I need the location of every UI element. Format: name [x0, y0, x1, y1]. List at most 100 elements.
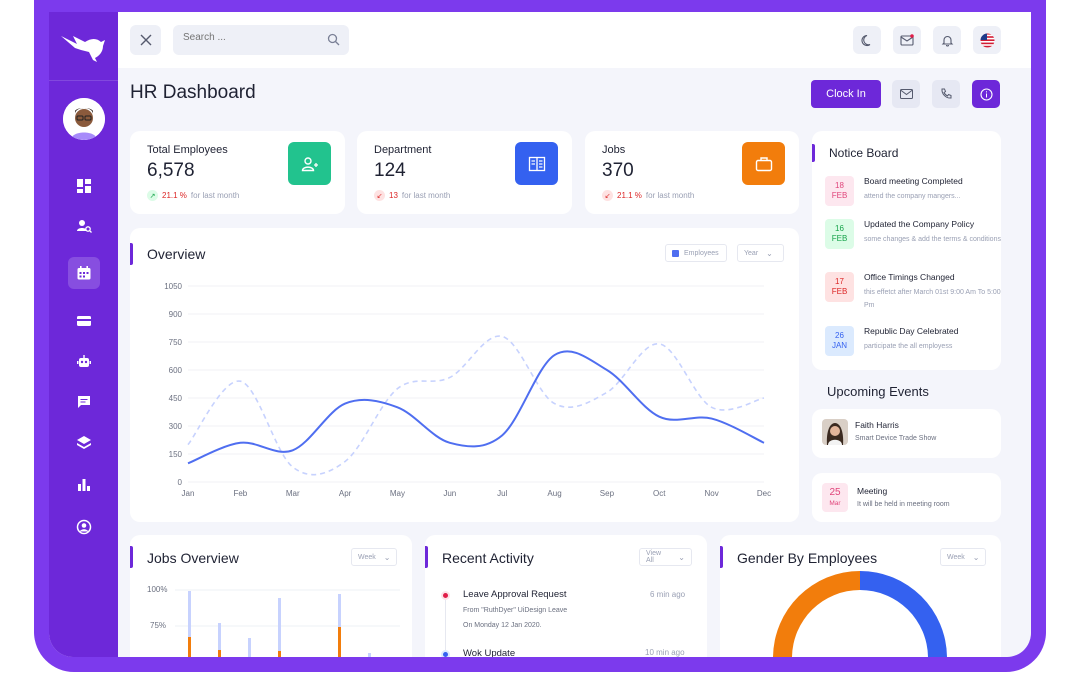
sidebar-item-layers[interactable]: [68, 427, 100, 459]
card-accent: [425, 546, 428, 568]
users-icon: [301, 156, 318, 171]
x-tick-label: Aug: [547, 489, 561, 498]
gender-donut-chart: [773, 571, 947, 657]
close-icon: [140, 34, 151, 46]
y-tick-label: 0: [178, 478, 183, 487]
bar: [368, 653, 371, 657]
arrow-up-right-icon: ↗: [147, 190, 158, 201]
stat-label: Department: [374, 144, 432, 156]
notice-title: Republic Day Celebrated: [864, 326, 959, 336]
building-icon: [528, 156, 545, 171]
x-tick-label: Sep: [600, 489, 615, 498]
notice-date: 17 FEB: [825, 272, 854, 302]
sidebar-item-payments[interactable]: [68, 305, 100, 337]
year-select[interactable]: Year ⌄: [737, 244, 784, 262]
event-card[interactable]: 25 Mar Meeting It will be held in meeting…: [812, 473, 1001, 522]
stat-card-total-employees: Total Employees 6,578 ↗ 21.1 % for last …: [130, 131, 345, 214]
notice-date: 16 FEB: [825, 219, 854, 249]
chevron-down-icon: ⌄: [766, 248, 773, 258]
clock-in-button[interactable]: Clock In: [811, 80, 881, 108]
stat-change-text: for last month: [190, 191, 240, 200]
x-tick-label: Jun: [443, 489, 456, 498]
bar: [278, 598, 281, 657]
card-accent: [130, 243, 133, 265]
y-tick-label: 300: [169, 422, 183, 431]
search-icon[interactable]: [327, 33, 340, 46]
sidebar-item-dashboard[interactable]: [68, 170, 100, 202]
event-date: 25 Mar: [822, 483, 848, 512]
stat-change: ↙ 13 for last month: [374, 190, 450, 201]
language-button[interactable]: [973, 26, 1001, 54]
header-call-button[interactable]: [932, 80, 960, 108]
x-tick-label: Apr: [339, 489, 352, 498]
card-accent: [720, 546, 723, 568]
y-tick-label: 750: [169, 338, 183, 347]
y-tick-label: 450: [169, 394, 183, 403]
jobs-overview-title: Jobs Overview: [147, 550, 239, 566]
pegasus-logo-icon: [61, 36, 105, 62]
header-mail-button[interactable]: [892, 80, 920, 108]
gender-title: Gender By Employees: [737, 550, 878, 566]
search-input[interactable]: [183, 32, 313, 43]
arrow-down-left-icon: ↙: [374, 190, 385, 201]
x-tick-label: Jan: [182, 489, 195, 498]
jobs-period-select[interactable]: Week ⌄: [351, 548, 397, 566]
close-sidebar-button[interactable]: [130, 25, 161, 55]
legend-employees[interactable]: Employees: [665, 244, 727, 262]
y-tick-label: 600: [169, 366, 183, 375]
screen: HR Dashboard Clock In Total Employees 6,…: [49, 12, 1031, 657]
notice-title: Office Timings Changed: [864, 272, 955, 282]
stat-icon-box: [515, 142, 558, 185]
top-bar: [118, 12, 1031, 68]
activity-desc: On Monday 12 Jan 2020.: [463, 622, 542, 629]
layers-icon: [77, 436, 91, 449]
notifications-button[interactable]: [933, 26, 961, 54]
x-tick-label: Oct: [653, 489, 666, 498]
bar: [338, 594, 341, 657]
bar: [218, 623, 221, 657]
stat-change: ↗ 21.1 % for last month: [147, 190, 239, 201]
card-accent: [130, 546, 133, 568]
stat-change-value: 21.1 %: [617, 191, 642, 200]
chevron-down-icon: ⌄: [972, 552, 980, 562]
mail-icon: [899, 89, 913, 99]
user-avatar[interactable]: [63, 98, 105, 140]
activity-title[interactable]: Leave Approval Request: [463, 589, 567, 600]
chevron-down-icon: ⌄: [678, 552, 685, 562]
gender-card: Gender By Employees Week ⌄: [720, 535, 1001, 657]
x-tick-label: Feb: [233, 489, 247, 498]
chevron-down-icon: ⌄: [383, 552, 391, 562]
us-flag-icon: [980, 33, 994, 47]
upcoming-events-title: Upcoming Events: [827, 384, 929, 399]
sidebar-item-messages[interactable]: [68, 386, 100, 418]
event-card[interactable]: Faith Harris Smart Device Trade Show: [812, 409, 1001, 458]
activity-title[interactable]: Wok Update: [463, 648, 516, 657]
x-tick-label: May: [390, 489, 405, 498]
event-avatar: [822, 419, 848, 445]
recent-activity-title: Recent Activity: [442, 550, 534, 566]
briefcase-icon: [755, 156, 772, 171]
sidebar-item-bot[interactable]: [68, 346, 100, 378]
activity-filter-select[interactable]: View All ⌄: [639, 548, 692, 566]
series-line-dashed: [187, 335, 765, 476]
jobs-period-value: Week: [358, 553, 376, 561]
bar: [278, 651, 281, 657]
dark-mode-button[interactable]: [853, 26, 881, 54]
event-desc: It will be held in meeting room: [857, 501, 950, 508]
sidebar-item-user-search[interactable]: [68, 210, 100, 242]
bell-icon: [941, 35, 953, 47]
activity-time: 6 min ago: [650, 590, 686, 599]
bar: [188, 591, 191, 657]
sidebar-item-calendar[interactable]: [68, 257, 100, 289]
stat-change-text: for last month: [645, 191, 695, 200]
sidebar-item-reports[interactable]: [68, 469, 100, 501]
notice-board-title: Notice Board: [829, 146, 899, 160]
page-title: HR Dashboard: [130, 82, 256, 103]
header-info-button[interactable]: [972, 80, 1000, 108]
bar-chart-icon: [78, 479, 90, 491]
mail-button[interactable]: [893, 26, 921, 54]
sidebar-item-profile[interactable]: [68, 511, 100, 543]
recent-activity-card: Recent Activity View All ⌄ Leave Approva…: [425, 535, 707, 657]
y-tick: 75%: [150, 621, 167, 630]
gender-period-select[interactable]: Week ⌄: [940, 548, 986, 566]
